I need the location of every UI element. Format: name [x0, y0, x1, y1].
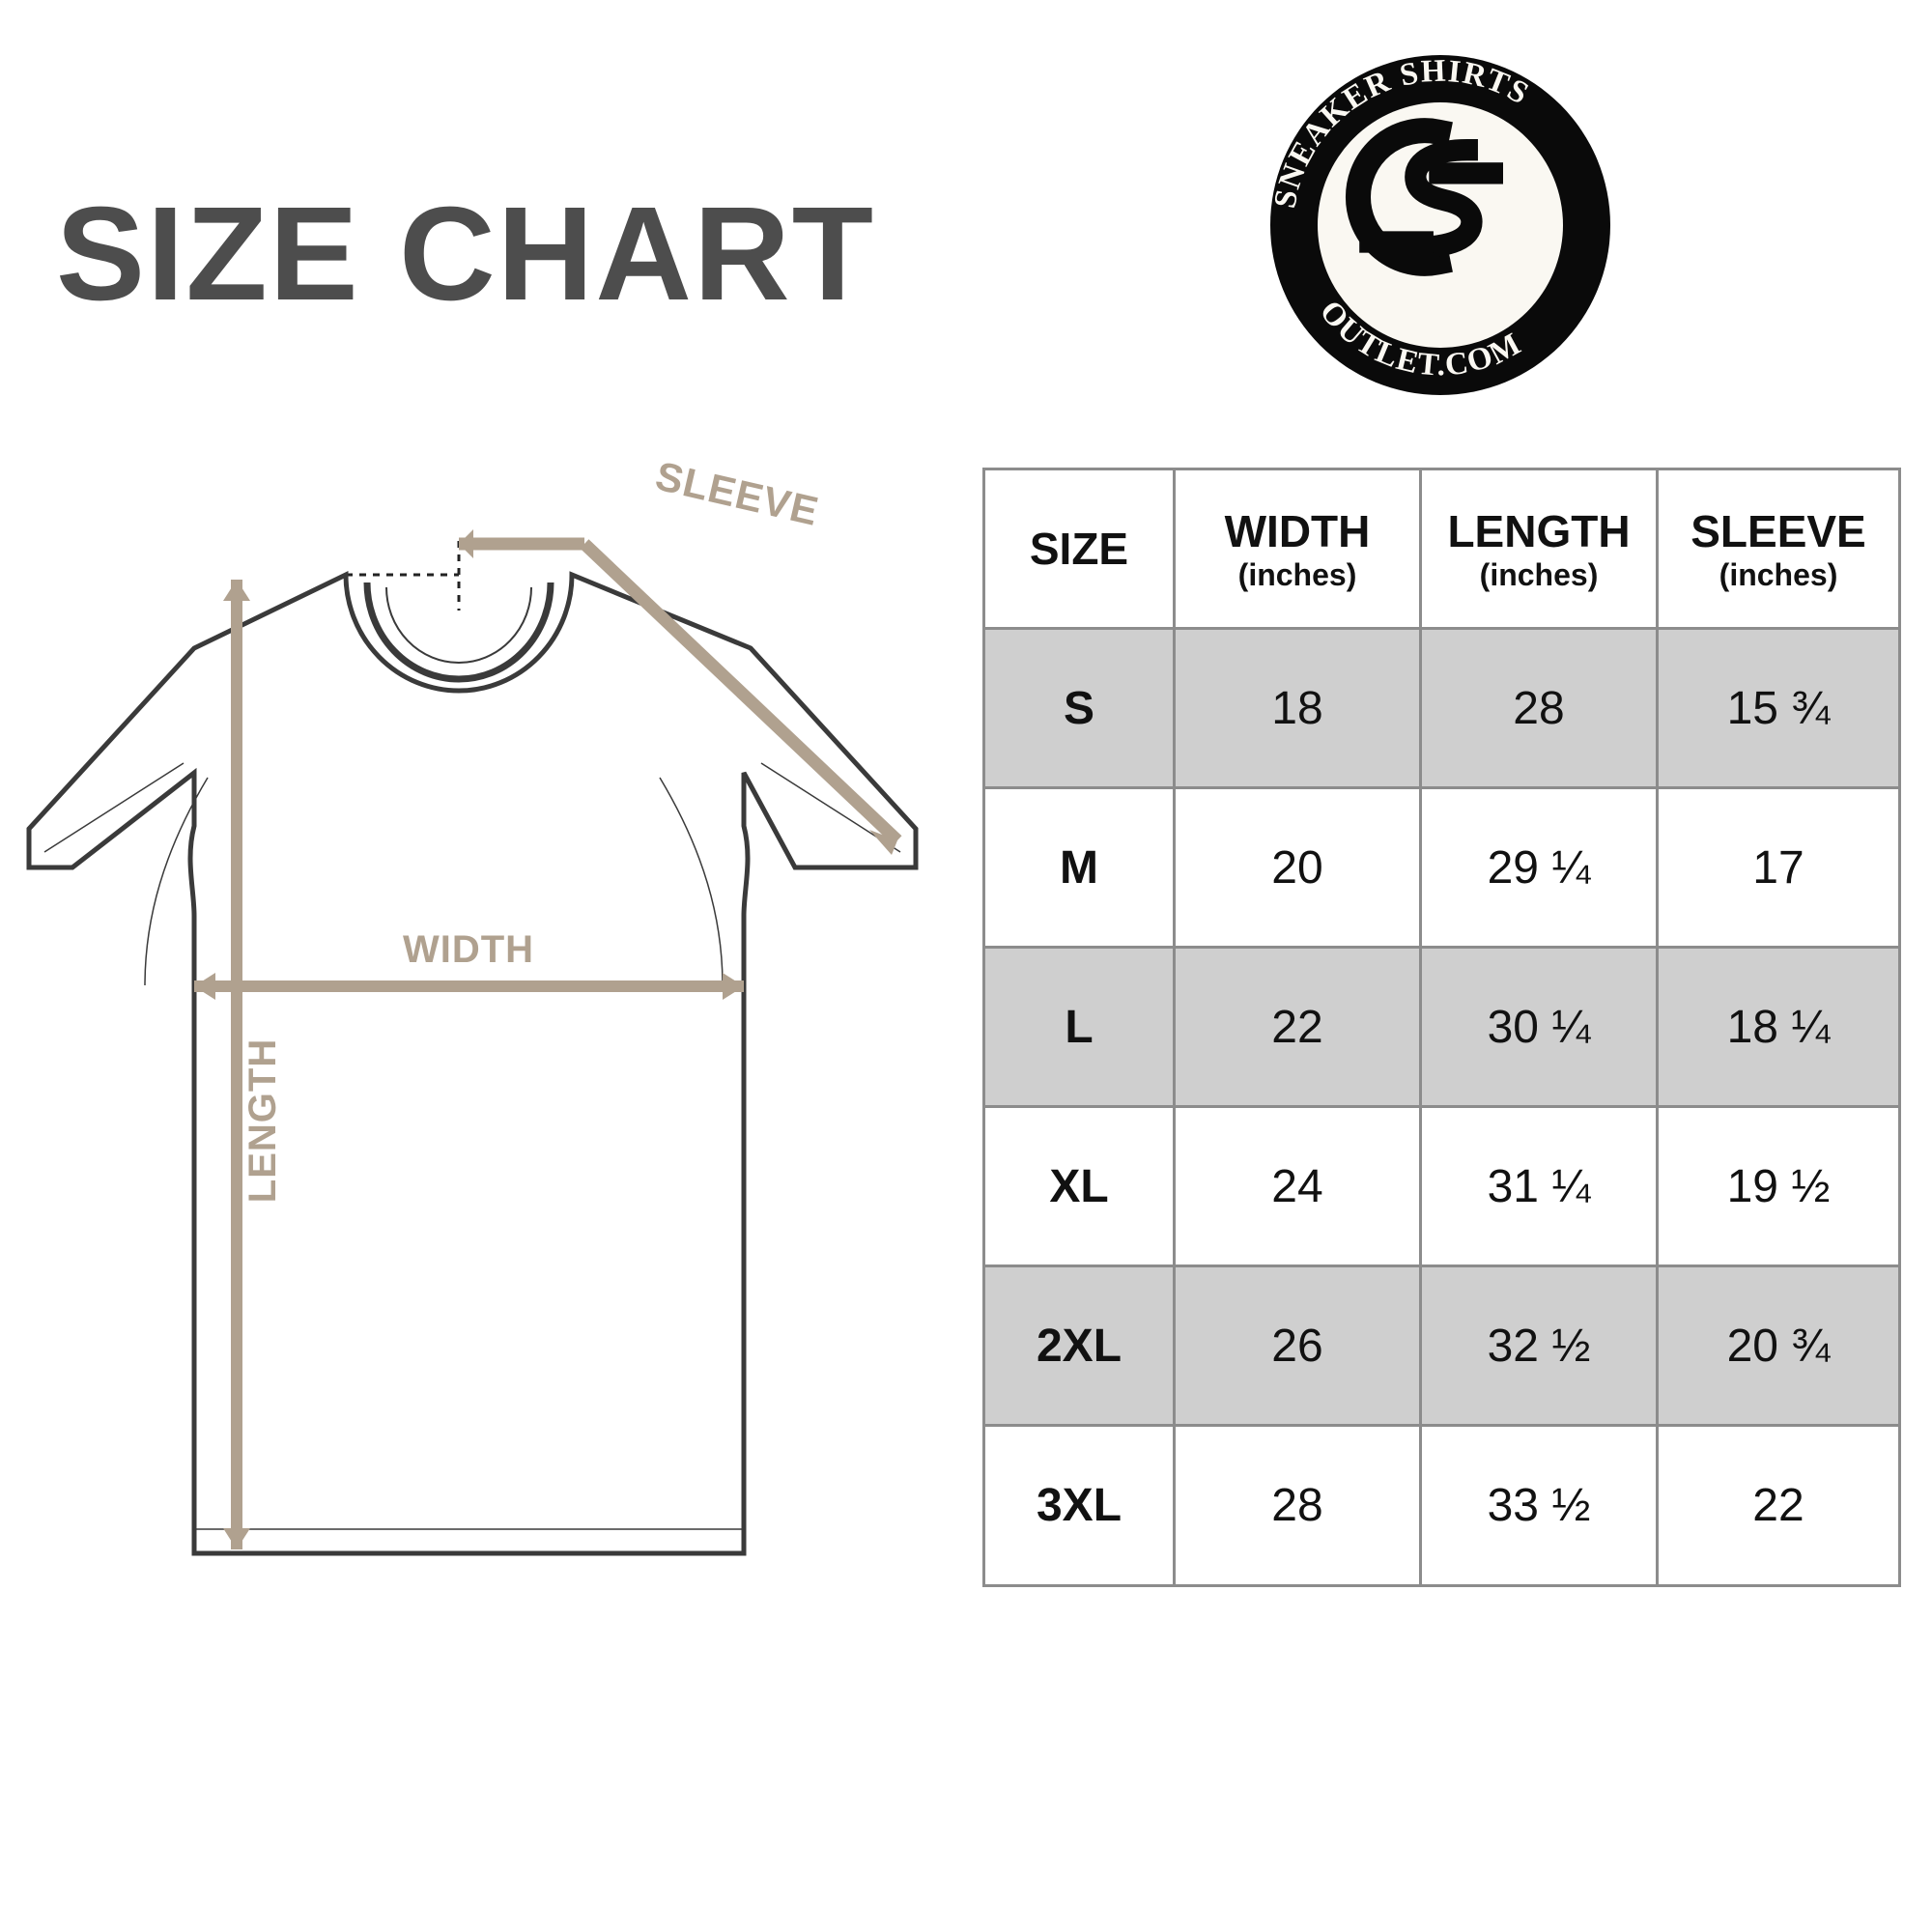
- svg-text:SLEEVE: SLEEVE: [651, 453, 823, 534]
- svg-text:LENGTH: LENGTH: [242, 1038, 284, 1203]
- svg-text:WIDTH: WIDTH: [403, 928, 534, 971]
